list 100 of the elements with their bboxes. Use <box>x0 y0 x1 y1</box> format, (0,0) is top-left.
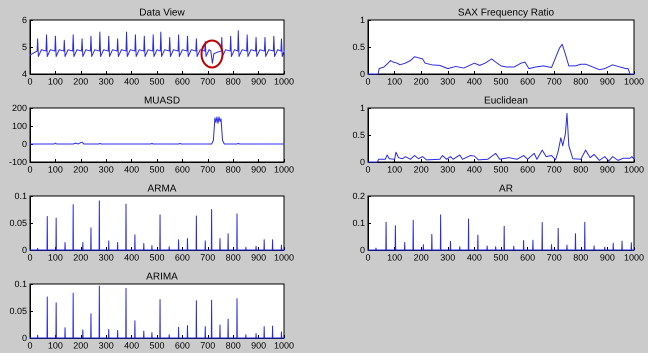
x-tick-label: 900 <box>251 252 266 262</box>
x-tick-label: 200 <box>414 252 429 262</box>
y-tick-label: 0 <box>360 245 365 255</box>
line-series <box>30 116 284 144</box>
x-tick-label: 600 <box>174 252 190 262</box>
y-tick-label: 6 <box>22 15 27 25</box>
y-tick-label: 0 <box>22 245 27 255</box>
x-tick-label: 100 <box>48 252 63 262</box>
x-tick-label: 400 <box>466 164 482 174</box>
y-tick-label: 0.5 <box>352 42 365 52</box>
chart-title: AR <box>499 184 513 194</box>
chart-title: MUASD <box>144 96 180 106</box>
y-tick-label: 0.1 <box>352 218 365 228</box>
y-tick-label: 0.2 <box>352 191 365 201</box>
x-tick-label: 800 <box>573 76 588 86</box>
x-tick-label: 600 <box>520 76 536 86</box>
x-tick-label: 700 <box>546 164 562 174</box>
x-tick-label: 500 <box>149 164 165 174</box>
x-tick-label: 500 <box>493 252 509 262</box>
x-tick-label: 800 <box>226 76 241 86</box>
x-tick-label: 800 <box>226 340 241 350</box>
x-tick-label: 800 <box>226 252 241 262</box>
x-tick-label: 200 <box>73 340 88 350</box>
x-tick-label: 100 <box>387 76 402 86</box>
x-tick-label: 300 <box>98 252 114 262</box>
y-tick-label: 200 <box>12 103 27 113</box>
chart-title: ARIMA <box>146 272 178 282</box>
x-tick-label: 300 <box>440 252 456 262</box>
x-tick-label: 300 <box>440 164 456 174</box>
y-tick-label: 0 <box>22 333 27 343</box>
x-tick-label: 200 <box>414 76 429 86</box>
x-tick-label: 900 <box>600 76 615 86</box>
x-tick-label: 400 <box>124 252 140 262</box>
y-tick-label: 0.05 <box>9 218 27 228</box>
chart-title: ARMA <box>148 184 177 194</box>
y-tick-label: 0.1 <box>14 191 27 201</box>
x-tick-label: 400 <box>124 164 140 174</box>
x-tick-label: 900 <box>251 164 266 174</box>
x-tick-label: 600 <box>174 340 190 350</box>
x-tick-label: 100 <box>48 76 63 86</box>
x-tick-label: 100 <box>387 164 402 174</box>
x-tick-label: 600 <box>520 252 536 262</box>
x-tick-label: 400 <box>466 252 482 262</box>
x-tick-label: 500 <box>149 252 165 262</box>
y-tick-label: 1 <box>360 15 365 25</box>
x-tick-label: 700 <box>200 252 216 262</box>
x-tick-label: 1000 <box>274 76 294 86</box>
x-tick-label: 500 <box>493 164 509 174</box>
x-tick-label: 300 <box>98 340 114 350</box>
x-tick-label: 300 <box>440 76 456 86</box>
y-tick-label: -100 <box>8 157 27 167</box>
x-tick-label: 100 <box>48 340 63 350</box>
x-tick-label: 1000 <box>624 252 644 262</box>
line-series <box>30 30 284 64</box>
x-tick-label: 900 <box>251 76 266 86</box>
y-tick-label: 100 <box>12 121 27 131</box>
x-tick-label: 800 <box>573 164 588 174</box>
x-tick-label: 700 <box>546 76 562 86</box>
y-tick-label: 0.1 <box>14 279 27 289</box>
x-tick-label: 100 <box>387 252 402 262</box>
x-tick-label: 1000 <box>274 252 294 262</box>
x-tick-label: 200 <box>73 252 88 262</box>
x-tick-label: 700 <box>200 340 216 350</box>
x-tick-label: 700 <box>546 252 562 262</box>
x-tick-label: 300 <box>98 164 114 174</box>
x-tick-label: 1000 <box>624 164 644 174</box>
x-tick-label: 500 <box>149 340 165 350</box>
x-tick-label: 700 <box>200 76 216 86</box>
x-tick-label: 900 <box>251 340 266 350</box>
y-tick-label: 4 <box>22 69 27 79</box>
x-tick-label: 200 <box>414 164 429 174</box>
x-tick-label: 500 <box>149 76 165 86</box>
y-tick-label: 0 <box>22 139 27 149</box>
x-tick-label: 800 <box>573 252 588 262</box>
x-tick-label: 600 <box>174 76 190 86</box>
chart-title: Euclidean <box>484 96 528 106</box>
chart-title: SAX Frequency Ratio <box>458 8 555 18</box>
x-tick-label: 200 <box>73 164 88 174</box>
x-tick-label: 1000 <box>274 340 294 350</box>
y-tick-label: 0 <box>360 157 365 167</box>
chart-title: Data View <box>139 8 186 18</box>
x-tick-label: 700 <box>200 164 216 174</box>
x-tick-label: 800 <box>226 164 241 174</box>
x-tick-label: 400 <box>466 76 482 86</box>
x-tick-label: 900 <box>600 252 615 262</box>
x-tick-label: 100 <box>48 164 63 174</box>
y-tick-label: 0 <box>360 69 365 79</box>
x-tick-label: 900 <box>600 164 615 174</box>
x-tick-label: 300 <box>98 76 114 86</box>
y-tick-label: 5 <box>22 42 27 52</box>
x-tick-label: 400 <box>124 340 140 350</box>
x-tick-label: 500 <box>493 76 509 86</box>
x-tick-label: 600 <box>520 164 536 174</box>
y-tick-label: 0.5 <box>352 130 365 140</box>
x-tick-label: 200 <box>73 76 88 86</box>
y-tick-label: 1 <box>360 103 365 113</box>
x-tick-label: 1000 <box>624 76 644 86</box>
x-tick-label: 600 <box>174 164 190 174</box>
y-tick-label: 0.05 <box>9 306 27 316</box>
line-series <box>30 286 284 338</box>
